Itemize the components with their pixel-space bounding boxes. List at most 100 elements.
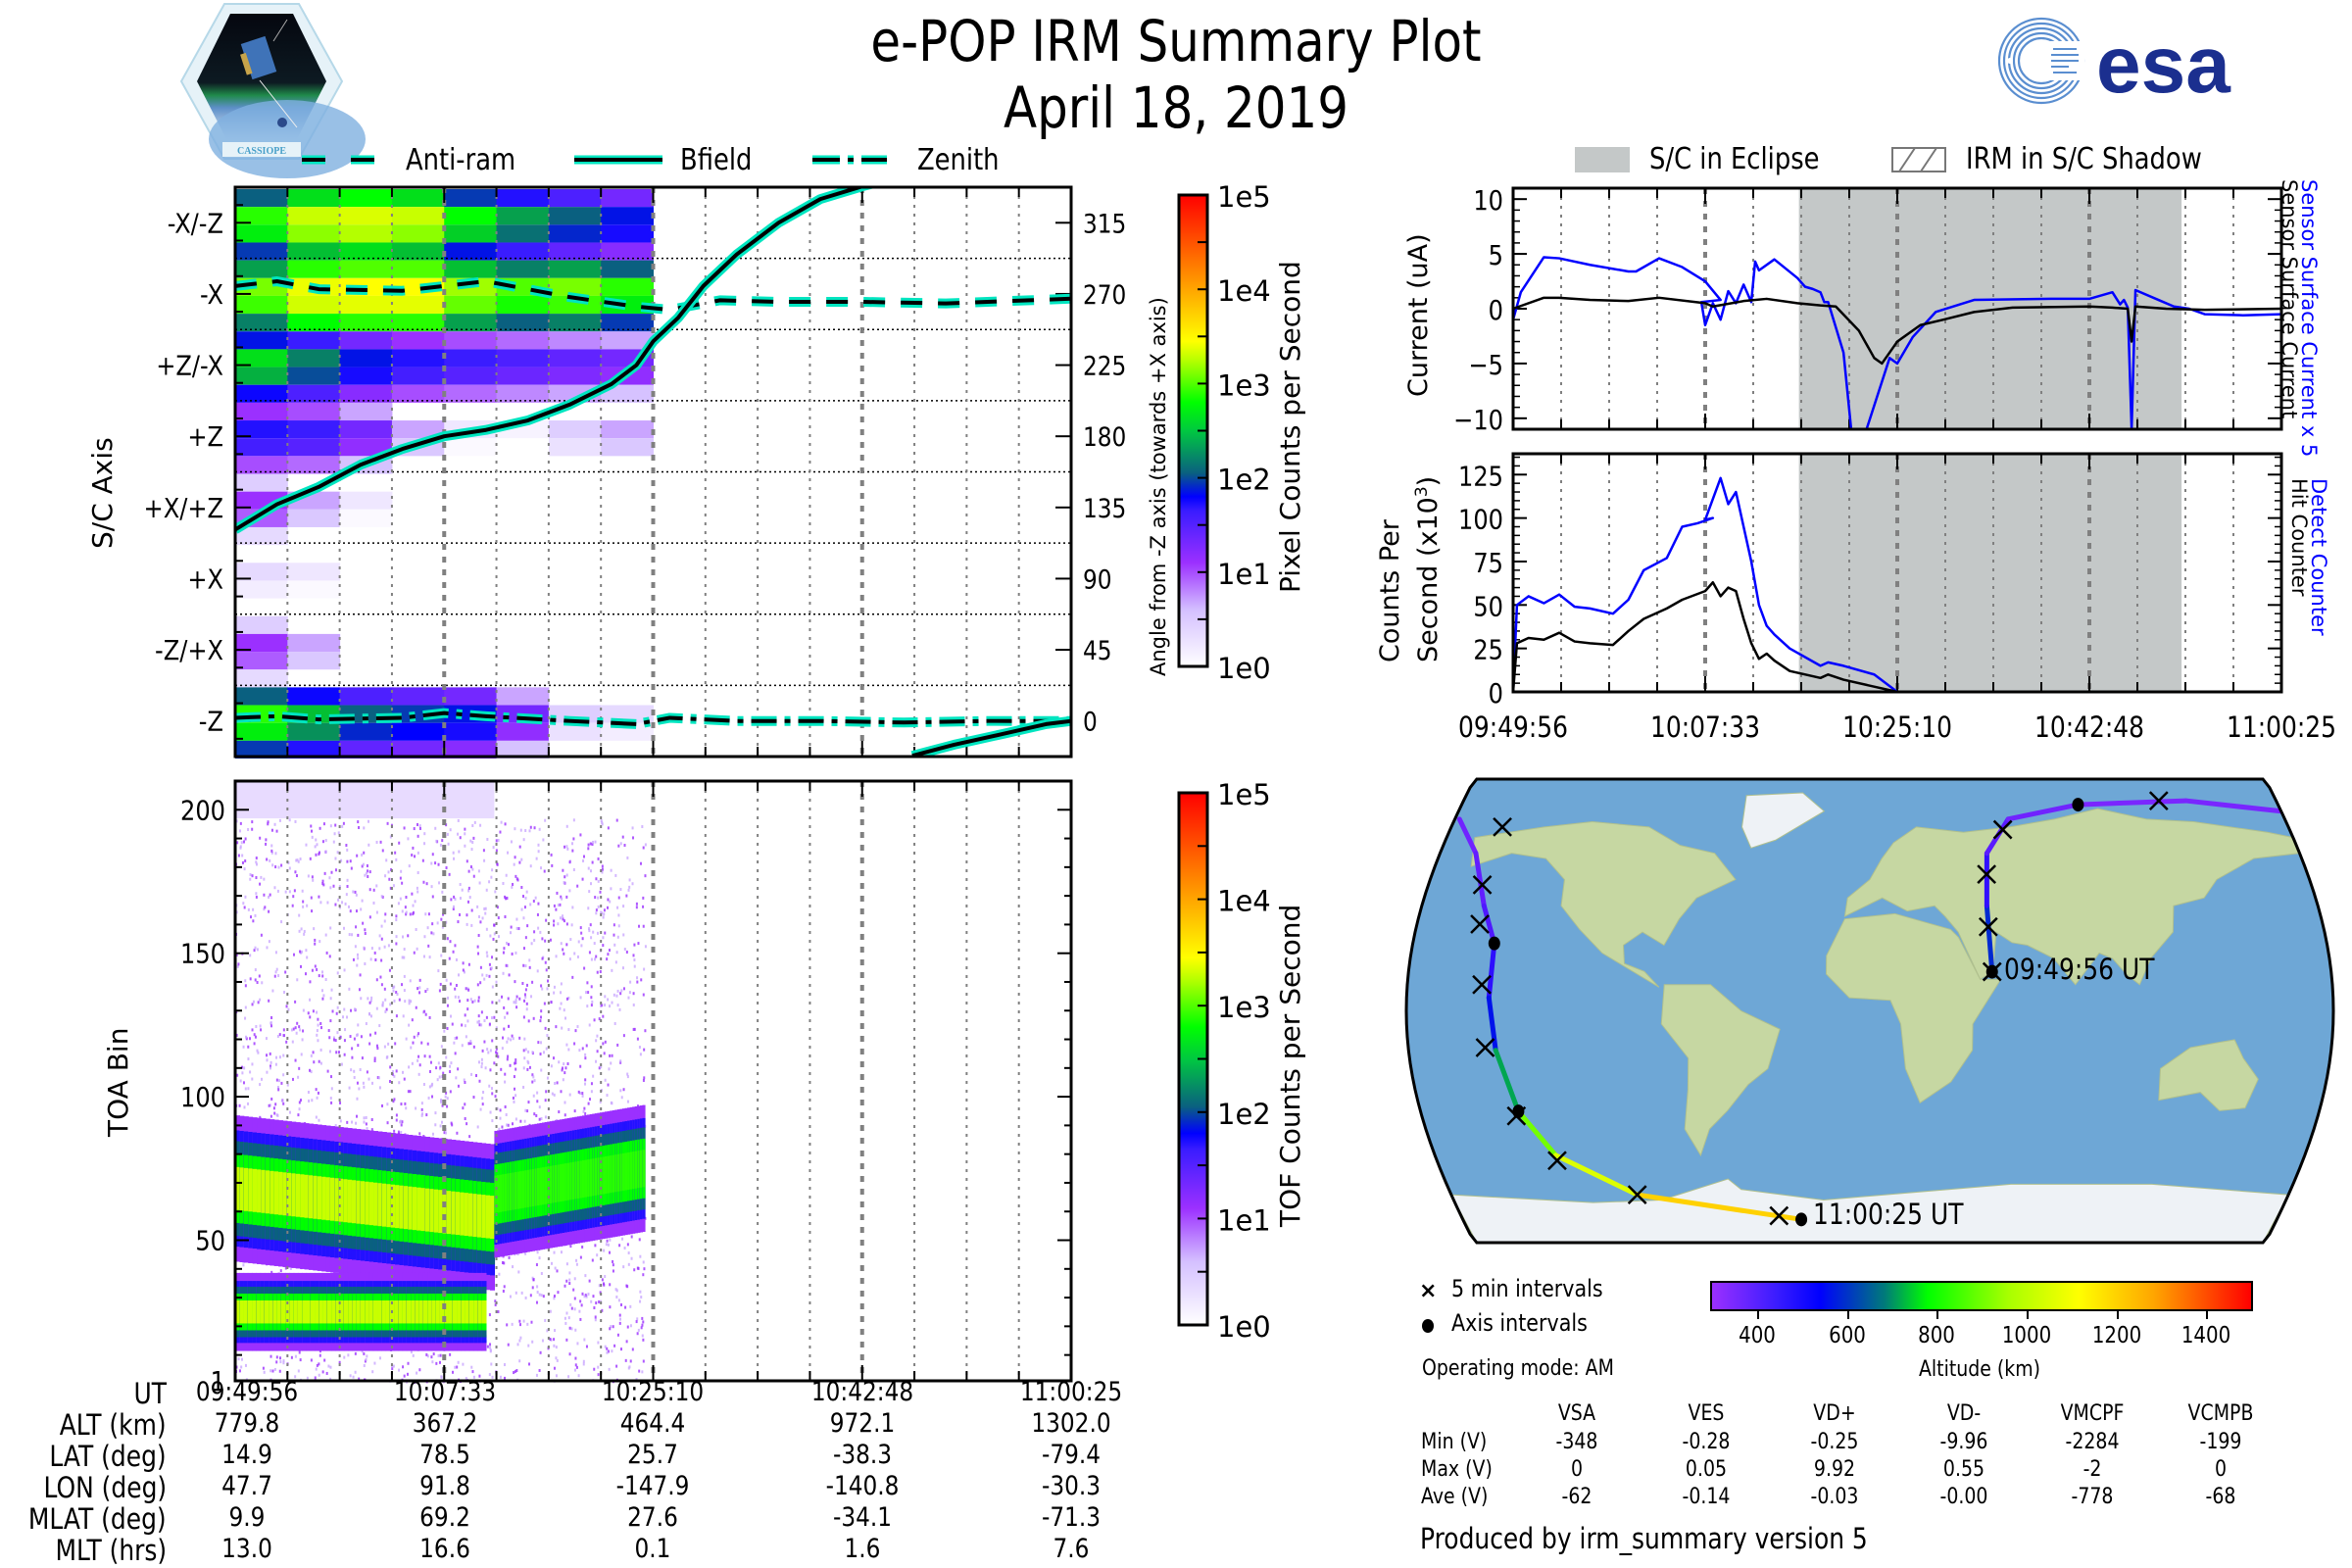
- toa-noise-pixel: [604, 1004, 607, 1007]
- toa-noise-pixel: [273, 886, 276, 890]
- toa-noise-pixel: [270, 1354, 272, 1358]
- toa-noise-pixel: [524, 828, 527, 832]
- toa-noise-pixel: [299, 1099, 302, 1102]
- toa-band-slice: [461, 1300, 466, 1324]
- toa-noise-pixel: [524, 936, 527, 940]
- ephemeris-cell: -79.4: [1041, 1440, 1102, 1470]
- toa-noise-pixel: [449, 940, 452, 944]
- toa-band-slice: [402, 1300, 408, 1324]
- toa-noise-pixel: [423, 1009, 426, 1013]
- toa-noise-pixel: [514, 1067, 517, 1071]
- toa-noise-pixel: [292, 895, 295, 899]
- toa-noise-pixel: [457, 1067, 460, 1071]
- toa-noise-pixel: [393, 1098, 396, 1102]
- toa-noise-pixel: [587, 927, 590, 931]
- toa-noise-pixel: [595, 908, 598, 912]
- toa-noise-pixel: [290, 1028, 293, 1032]
- toa-noise-pixel: [447, 996, 450, 1000]
- toa-noise-pixel: [298, 1350, 301, 1354]
- toa-noise-pixel: [533, 1079, 536, 1083]
- toa-noise-pixel: [627, 1262, 630, 1266]
- toa-noise-pixel: [608, 1367, 611, 1371]
- toa-band-slice: [339, 1300, 345, 1324]
- toa-noise-pixel: [590, 996, 593, 1000]
- toa-noise-pixel: [263, 877, 266, 881]
- toa-noise-pixel: [607, 998, 610, 1002]
- toa-noise-pixel: [247, 1045, 250, 1049]
- toa-noise-pixel: [507, 1123, 510, 1127]
- toa-noise-pixel: [277, 1088, 280, 1092]
- toa-noise-pixel: [432, 1352, 435, 1356]
- sc-heatmap-cell: [391, 224, 445, 243]
- counts-x-tick-label: 10:07:33: [1650, 711, 1760, 744]
- toa-noise-pixel: [515, 995, 518, 999]
- toa-noise-pixel: [518, 1339, 521, 1343]
- toa-noise-pixel: [555, 1025, 558, 1029]
- toa-noise-pixel: [505, 873, 508, 877]
- toa-noise-pixel: [583, 966, 586, 970]
- toa-noise-pixel: [539, 1350, 542, 1354]
- toa-noise-pixel: [235, 1033, 238, 1037]
- toa-noise-pixel: [573, 1297, 576, 1300]
- toa-noise-pixel: [424, 912, 427, 916]
- toa-noise-pixel: [451, 1022, 454, 1026]
- toa-noise-pixel: [498, 999, 501, 1003]
- toa-noise-pixel: [480, 1010, 483, 1014]
- toa-noise-pixel: [340, 858, 343, 862]
- toa-noise-pixel: [527, 1101, 530, 1104]
- toa-noise-pixel: [527, 1344, 530, 1348]
- toa-band-slice: [526, 1169, 530, 1207]
- toa-noise-pixel: [256, 1049, 259, 1053]
- toa-band-slice: [610, 1155, 613, 1194]
- map-axis-marker: [1512, 1104, 1525, 1119]
- toa-noise-pixel: [629, 980, 632, 984]
- toa-noise-pixel: [490, 1087, 493, 1091]
- map-track-segment: [2075, 798, 2188, 808]
- legend-shadow-label: IRM in S/C Shadow: [1966, 142, 2202, 176]
- toa-noise-pixel: [255, 895, 258, 899]
- toa-noise-pixel: [405, 1037, 408, 1041]
- sc-heatmap-cell: [496, 331, 550, 350]
- toa-noise-pixel: [428, 1015, 431, 1019]
- toa-noise-pixel: [484, 911, 487, 915]
- toa-noise-pixel: [482, 1090, 485, 1094]
- toa-band-slice: [457, 1300, 462, 1324]
- toa-noise-pixel: [615, 951, 618, 955]
- toa-noise-pixel: [572, 1288, 575, 1292]
- toa-noise-pixel: [522, 947, 525, 951]
- toa-noise-pixel: [294, 1375, 297, 1379]
- toa-noise-pixel: [553, 1366, 556, 1370]
- toa-noise-pixel: [583, 855, 586, 858]
- toa-noise-pixel: [489, 1343, 492, 1347]
- sc-heatmap-cell: [235, 473, 288, 492]
- toa-noise-pixel: [607, 953, 610, 956]
- toa-noise-pixel: [483, 858, 486, 862]
- map-five-min-marker: [1627, 1185, 1647, 1205]
- toa-noise-pixel: [447, 842, 450, 846]
- toa-noise-pixel: [584, 1078, 587, 1082]
- toa-noise-pixel: [537, 850, 540, 854]
- sc-heatmap-cell: [391, 740, 445, 759]
- toa-noise-pixel: [261, 981, 264, 985]
- toa-noise-pixel: [450, 1061, 453, 1065]
- toa-noise-pixel: [253, 1042, 256, 1046]
- sc-heatmap-cell: [287, 367, 341, 385]
- toa-noise-pixel: [244, 1087, 247, 1091]
- toa-noise-pixel: [443, 1131, 446, 1135]
- toa-noise-pixel: [601, 864, 604, 868]
- toa-noise-pixel: [351, 1047, 354, 1051]
- ephemeris-row-label: ALT (km): [60, 1408, 167, 1442]
- toa-noise-pixel: [405, 1106, 408, 1110]
- toa-noise-pixel: [506, 1123, 509, 1127]
- toa-noise-pixel: [470, 1072, 473, 1076]
- toa-band-slice: [360, 1181, 366, 1225]
- sc-heatmap-cell: [287, 349, 341, 368]
- current-y-tick-label: 10: [1473, 186, 1503, 218]
- toa-noise-pixel: [408, 1023, 411, 1027]
- toa-noise-pixel: [291, 1077, 294, 1081]
- map-annotation-start: 09:49:56 UT: [2003, 952, 2155, 986]
- toa-noise-pixel: [592, 1074, 595, 1078]
- toa-noise-pixel: [337, 831, 340, 835]
- toa-noise-pixel: [567, 1028, 570, 1032]
- toa-noise-pixel: [318, 1353, 321, 1357]
